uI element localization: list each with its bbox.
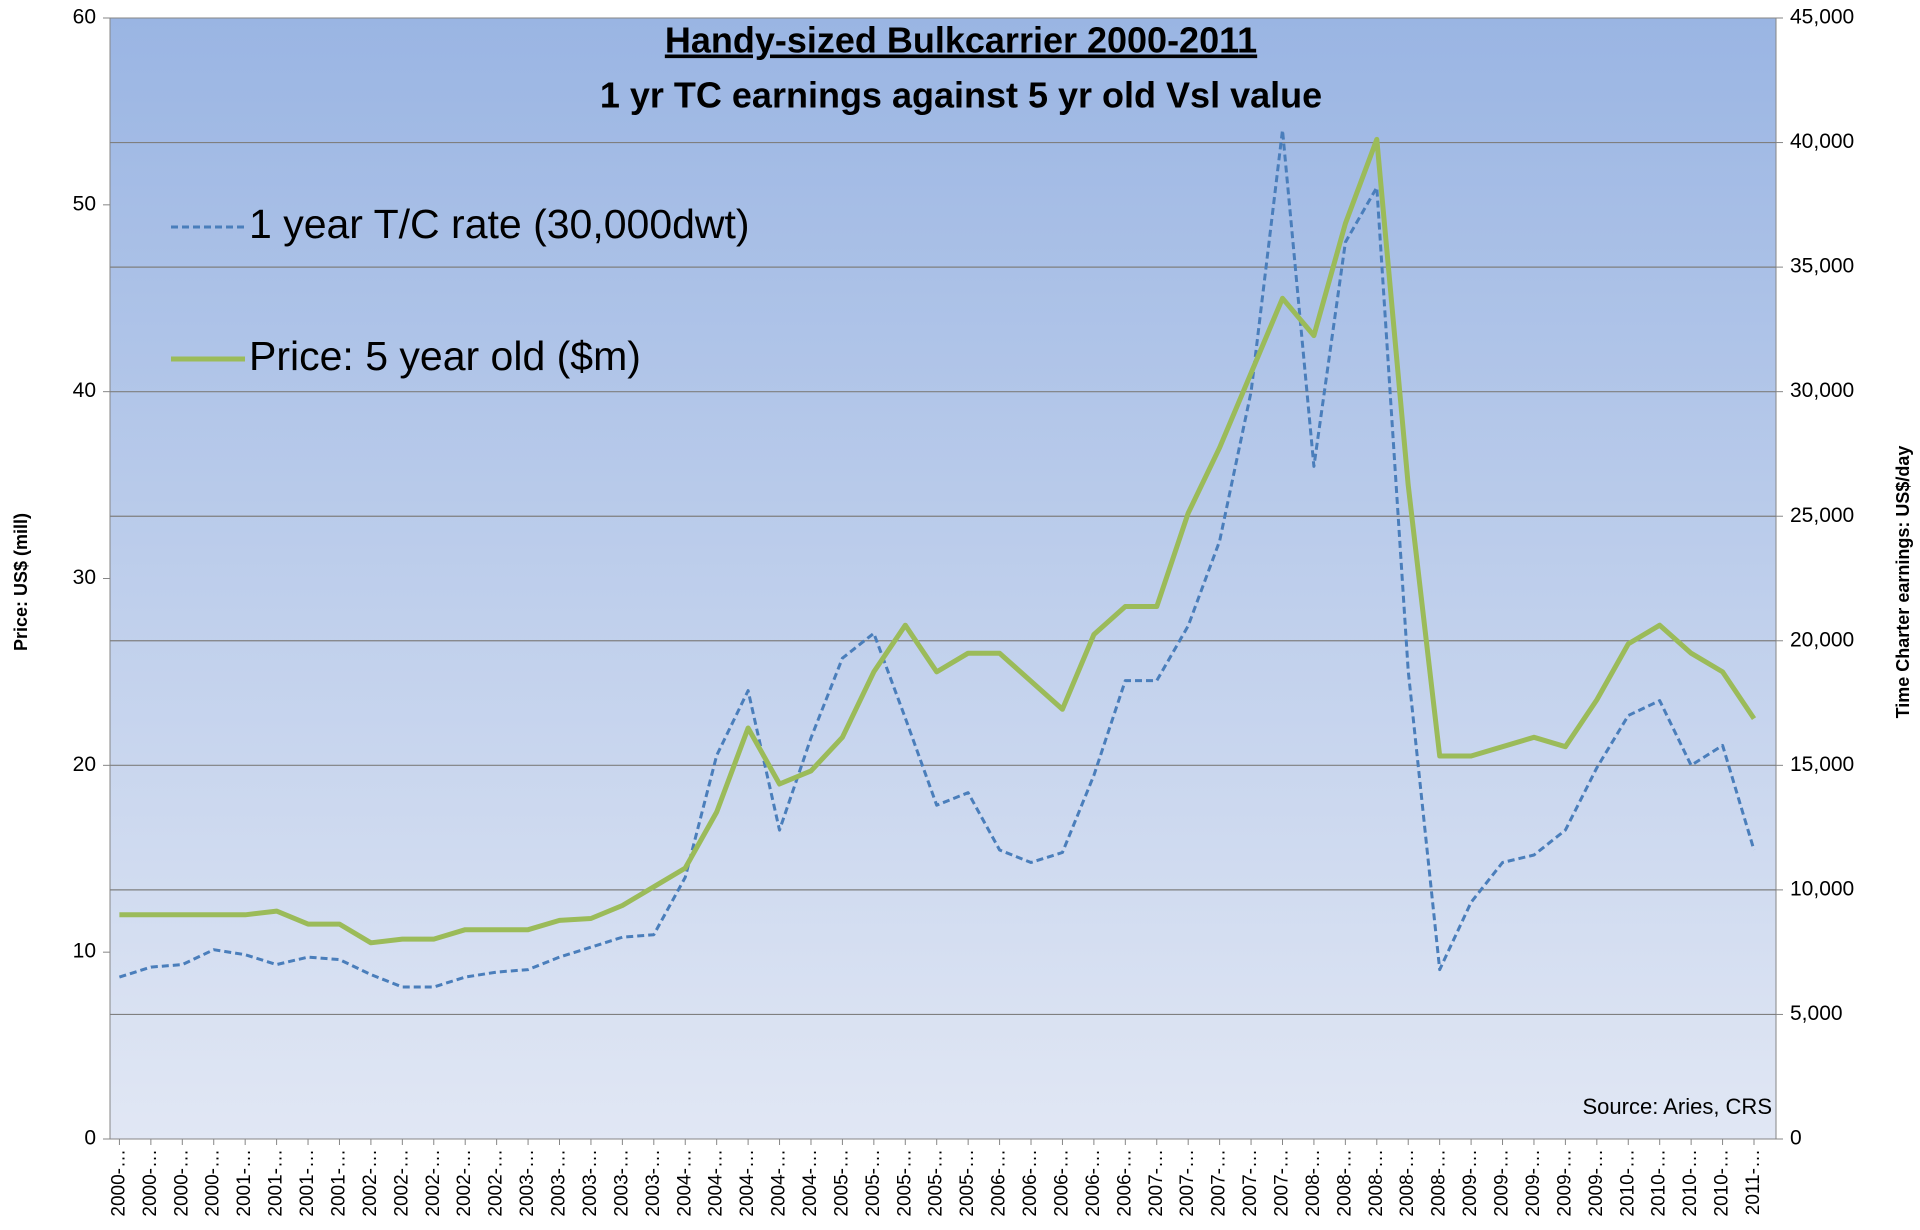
x-tick-label: 2010-… (1712, 1149, 1733, 1217)
x-tick-label: 2007-… (1209, 1149, 1230, 1217)
x-tick-label: 2004-… (769, 1149, 790, 1217)
chart-title: Handy-sized Bulkcarrier 2000-2011 (665, 20, 1257, 61)
series-line (118, 128, 1756, 989)
x-tick-label: 2005-… (831, 1149, 852, 1217)
x-tick-label: 2001-… (234, 1149, 255, 1217)
series-line (119, 136, 1757, 946)
x-tick-label: 2003-… (580, 1149, 601, 1217)
y-axis-title: Price: US$ (mill) (11, 513, 31, 651)
x-tick-label: 2004-… (706, 1149, 727, 1217)
x-tick-label: 2006-… (989, 1149, 1010, 1217)
x-tick-label: 2009-… (1492, 1149, 1513, 1217)
x-tick-label: 2005-… (894, 1149, 915, 1217)
y2-tick-label: 30,000 (1790, 379, 1854, 402)
x-tick-label: 2007-… (1146, 1149, 1167, 1217)
legend-label: 1 year T/C rate (30,000dwt) (249, 201, 750, 247)
x-tick-label: 2006-… (1083, 1149, 1104, 1217)
x-tick-label: 2007-… (1272, 1149, 1293, 1217)
legend-label: Price: 5 year old ($m) (249, 333, 641, 379)
x-tick-label: 2006-… (1020, 1149, 1041, 1217)
y2-axis-title: Time Charter earnings: US$/day (1893, 446, 1913, 719)
x-tick-label: 2002-… (423, 1149, 444, 1217)
x-tick-label: 2001-… (297, 1149, 318, 1217)
x-tick-label: 2007-… (1240, 1149, 1261, 1217)
y2-tick-label: 15,000 (1790, 753, 1854, 776)
y2-tick-label: 10,000 (1790, 877, 1854, 900)
plot-area (109, 17, 1777, 1140)
x-tick-label: 2004-… (800, 1149, 821, 1217)
x-tick-label: 2002-… (391, 1149, 412, 1217)
x-tick-label: 2008-… (1334, 1149, 1355, 1217)
plot-layer: 0 5,000 10,000 15,000 20,000 25,000 30,000 35,0… (73, 6, 1855, 1217)
chart-subtitle: 1 yr TC earnings against 5 yr old Vsl va… (600, 75, 1322, 116)
x-tick-label: 2010-… (1680, 1149, 1701, 1217)
y-tick-label: 20 (73, 753, 96, 776)
x-tick-label: 2003-… (517, 1149, 538, 1217)
x-tick-label: 2006-… (1051, 1149, 1072, 1217)
x-tick-label: 2005-… (957, 1149, 978, 1217)
x-tick-label: 2000-… (108, 1149, 129, 1217)
source-note: Source: Aries, CRS (1582, 1094, 1772, 1119)
y-tick-label: 10 (73, 940, 96, 963)
y2-tick-label: 0 (1790, 1127, 1802, 1150)
x-tick-label: 2000-… (171, 1149, 192, 1217)
x-tick-label: 2007-… (1177, 1149, 1198, 1217)
x-tick-label: 2005-… (926, 1149, 947, 1217)
y-tick-label: 50 (73, 192, 96, 215)
x-tick-label: 2008-… (1366, 1149, 1387, 1217)
y-tick-label: 30 (73, 566, 96, 589)
x-tick-label: 2011-… (1743, 1149, 1764, 1215)
x-tick-label: 2000-… (140, 1149, 161, 1217)
x-tick-label: 2006-… (1114, 1149, 1135, 1217)
x-tick-label: 2001-… (266, 1149, 287, 1217)
x-tick-label: 2004-… (737, 1149, 758, 1217)
x-tick-label: 2003-… (643, 1149, 664, 1217)
x-tick-label: 2000-… (203, 1149, 224, 1217)
x-tick-label: 2004-… (674, 1149, 695, 1217)
x-tick-label: 2009-… (1523, 1149, 1544, 1217)
y-tick-label: 40 (73, 379, 96, 402)
x-tick-label: 2010-… (1649, 1149, 1670, 1217)
x-tick-label: 2009-… (1460, 1149, 1481, 1217)
x-tick-label: 2002-… (454, 1149, 475, 1217)
y2-tick-label: 20,000 (1790, 628, 1854, 651)
y2-tick-label: 40,000 (1790, 130, 1854, 153)
x-tick-label: 2008-… (1303, 1149, 1324, 1217)
y2-tick-label: 35,000 (1790, 255, 1854, 278)
x-tick-label: 2003-… (611, 1149, 632, 1217)
y-tick-label: 60 (73, 6, 96, 29)
x-tick-label: 2005-… (863, 1149, 884, 1217)
x-tick-label: 2002-… (360, 1149, 381, 1217)
y2-tick-label: 5,000 (1790, 1002, 1843, 1025)
y2-tick-label: 25,000 (1790, 504, 1854, 527)
y-tick-label: 0 (84, 1127, 96, 1150)
x-tick-label: 2010-… (1617, 1149, 1638, 1217)
x-tick-label: 2002-… (486, 1149, 507, 1217)
x-tick-label: 2009-… (1554, 1149, 1575, 1217)
x-tick-label: 2008-… (1397, 1149, 1418, 1217)
y2-tick-label: 45,000 (1790, 6, 1854, 29)
x-tick-label: 2008-… (1429, 1149, 1450, 1217)
x-tick-label: 2003-… (549, 1149, 570, 1217)
x-tick-label: 2001-… (328, 1149, 349, 1217)
x-tick-label: 2009-… (1586, 1149, 1607, 1217)
